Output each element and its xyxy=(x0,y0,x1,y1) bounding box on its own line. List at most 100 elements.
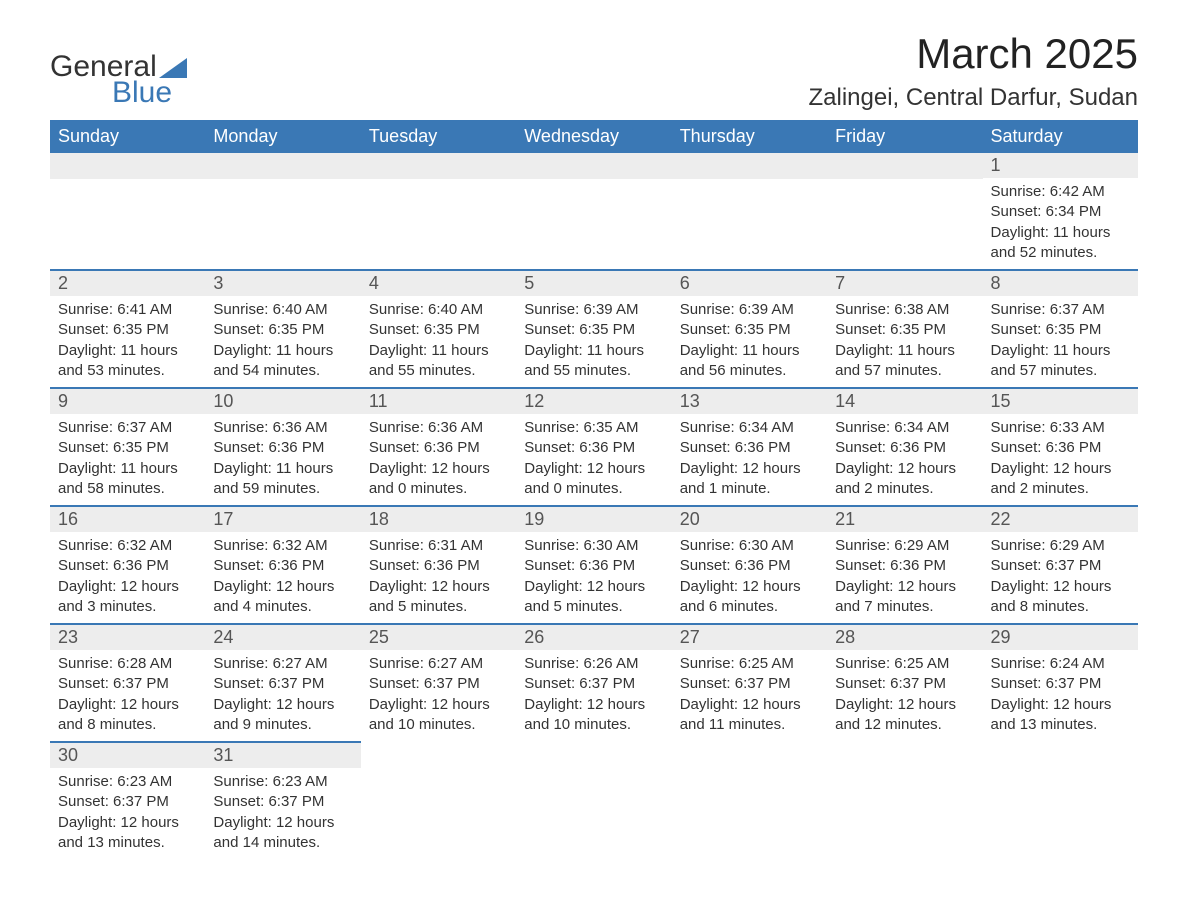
daylight1-text: Daylight: 12 hours xyxy=(369,459,508,479)
daylight2-text: and 58 minutes. xyxy=(58,479,197,499)
day-number: 11 xyxy=(361,389,516,414)
sunset-text: Sunset: 6:35 PM xyxy=(991,320,1130,340)
sunset-text: Sunset: 6:37 PM xyxy=(524,674,663,694)
calendar-cell: 20Sunrise: 6:30 AMSunset: 6:36 PMDayligh… xyxy=(672,506,827,624)
day-number-empty xyxy=(672,153,827,179)
daylight2-text: and 8 minutes. xyxy=(58,715,197,735)
day-data: Sunrise: 6:23 AMSunset: 6:37 PMDaylight:… xyxy=(205,768,360,859)
day-data: Sunrise: 6:29 AMSunset: 6:37 PMDaylight:… xyxy=(983,532,1138,623)
day-data: Sunrise: 6:27 AMSunset: 6:37 PMDaylight:… xyxy=(205,650,360,741)
daylight2-text: and 52 minutes. xyxy=(991,243,1130,263)
calendar-cell: 19Sunrise: 6:30 AMSunset: 6:36 PMDayligh… xyxy=(516,506,671,624)
day-data: Sunrise: 6:40 AMSunset: 6:35 PMDaylight:… xyxy=(205,296,360,387)
day-number: 26 xyxy=(516,625,671,650)
daylight2-text: and 0 minutes. xyxy=(369,479,508,499)
daylight1-text: Daylight: 11 hours xyxy=(991,223,1130,243)
daylight1-text: Daylight: 12 hours xyxy=(835,459,974,479)
calendar-week-row: 30Sunrise: 6:23 AMSunset: 6:37 PMDayligh… xyxy=(50,742,1138,859)
calendar-cell: 10Sunrise: 6:36 AMSunset: 6:36 PMDayligh… xyxy=(205,388,360,506)
calendar-cell: 4Sunrise: 6:40 AMSunset: 6:35 PMDaylight… xyxy=(361,270,516,388)
sunset-text: Sunset: 6:36 PM xyxy=(369,438,508,458)
calendar-cell xyxy=(361,742,516,859)
sunrise-text: Sunrise: 6:23 AM xyxy=(58,772,197,792)
calendar-cell: 27Sunrise: 6:25 AMSunset: 6:37 PMDayligh… xyxy=(672,624,827,742)
day-number-empty xyxy=(516,153,671,179)
daylight1-text: Daylight: 12 hours xyxy=(835,577,974,597)
sunset-text: Sunset: 6:37 PM xyxy=(213,792,352,812)
sunset-text: Sunset: 6:34 PM xyxy=(991,202,1130,222)
day-data: Sunrise: 6:23 AMSunset: 6:37 PMDaylight:… xyxy=(50,768,205,859)
day-number-empty xyxy=(827,153,982,179)
daylight1-text: Daylight: 11 hours xyxy=(58,459,197,479)
sunset-text: Sunset: 6:37 PM xyxy=(213,674,352,694)
sunrise-text: Sunrise: 6:40 AM xyxy=(369,300,508,320)
calendar-cell: 5Sunrise: 6:39 AMSunset: 6:35 PMDaylight… xyxy=(516,270,671,388)
brand-word2: Blue xyxy=(112,76,172,110)
day-data: Sunrise: 6:36 AMSunset: 6:36 PMDaylight:… xyxy=(361,414,516,505)
calendar-cell: 21Sunrise: 6:29 AMSunset: 6:36 PMDayligh… xyxy=(827,506,982,624)
daylight2-text: and 59 minutes. xyxy=(213,479,352,499)
sunrise-text: Sunrise: 6:31 AM xyxy=(369,536,508,556)
day-number: 18 xyxy=(361,507,516,532)
sunrise-text: Sunrise: 6:37 AM xyxy=(58,418,197,438)
sunset-text: Sunset: 6:37 PM xyxy=(835,674,974,694)
calendar-cell: 13Sunrise: 6:34 AMSunset: 6:36 PMDayligh… xyxy=(672,388,827,506)
calendar-cell: 6Sunrise: 6:39 AMSunset: 6:35 PMDaylight… xyxy=(672,270,827,388)
day-data: Sunrise: 6:25 AMSunset: 6:37 PMDaylight:… xyxy=(672,650,827,741)
daylight2-text: and 2 minutes. xyxy=(991,479,1130,499)
daylight1-text: Daylight: 12 hours xyxy=(213,577,352,597)
day-data: Sunrise: 6:32 AMSunset: 6:36 PMDaylight:… xyxy=(50,532,205,623)
daylight2-text: and 4 minutes. xyxy=(213,597,352,617)
calendar-cell: 31Sunrise: 6:23 AMSunset: 6:37 PMDayligh… xyxy=(205,742,360,859)
sunrise-text: Sunrise: 6:32 AM xyxy=(58,536,197,556)
sunset-text: Sunset: 6:36 PM xyxy=(213,438,352,458)
day-number-empty xyxy=(50,153,205,179)
day-data: Sunrise: 6:36 AMSunset: 6:36 PMDaylight:… xyxy=(205,414,360,505)
day-number: 30 xyxy=(50,743,205,768)
calendar-cell: 17Sunrise: 6:32 AMSunset: 6:36 PMDayligh… xyxy=(205,506,360,624)
sunset-text: Sunset: 6:36 PM xyxy=(991,438,1130,458)
calendar-cell: 25Sunrise: 6:27 AMSunset: 6:37 PMDayligh… xyxy=(361,624,516,742)
day-data: Sunrise: 6:34 AMSunset: 6:36 PMDaylight:… xyxy=(672,414,827,505)
sunrise-text: Sunrise: 6:39 AM xyxy=(524,300,663,320)
daylight2-text: and 8 minutes. xyxy=(991,597,1130,617)
brand-logo: General Blue xyxy=(50,50,187,110)
calendar-cell: 15Sunrise: 6:33 AMSunset: 6:36 PMDayligh… xyxy=(983,388,1138,506)
day-data: Sunrise: 6:38 AMSunset: 6:35 PMDaylight:… xyxy=(827,296,982,387)
daylight2-text: and 13 minutes. xyxy=(58,833,197,853)
day-number: 3 xyxy=(205,271,360,296)
day-data: Sunrise: 6:41 AMSunset: 6:35 PMDaylight:… xyxy=(50,296,205,387)
day-number: 21 xyxy=(827,507,982,532)
daylight1-text: Daylight: 12 hours xyxy=(369,577,508,597)
sunset-text: Sunset: 6:35 PM xyxy=(524,320,663,340)
sunset-text: Sunset: 6:35 PM xyxy=(680,320,819,340)
header: General Blue March 2025 Zalingei, Centra… xyxy=(50,30,1138,112)
calendar-cell: 29Sunrise: 6:24 AMSunset: 6:37 PMDayligh… xyxy=(983,624,1138,742)
day-number: 27 xyxy=(672,625,827,650)
calendar-cell xyxy=(361,153,516,270)
calendar-cell xyxy=(516,153,671,270)
sunset-text: Sunset: 6:37 PM xyxy=(58,792,197,812)
sunrise-text: Sunrise: 6:40 AM xyxy=(213,300,352,320)
sunrise-text: Sunrise: 6:30 AM xyxy=(524,536,663,556)
calendar-cell: 28Sunrise: 6:25 AMSunset: 6:37 PMDayligh… xyxy=(827,624,982,742)
sunset-text: Sunset: 6:37 PM xyxy=(991,556,1130,576)
day-number: 19 xyxy=(516,507,671,532)
day-number: 17 xyxy=(205,507,360,532)
daylight1-text: Daylight: 12 hours xyxy=(991,577,1130,597)
calendar-cell xyxy=(827,742,982,859)
sunset-text: Sunset: 6:36 PM xyxy=(524,556,663,576)
title-block: March 2025 Zalingei, Central Darfur, Sud… xyxy=(808,30,1138,112)
daylight2-text: and 1 minute. xyxy=(680,479,819,499)
daylight2-text: and 10 minutes. xyxy=(369,715,508,735)
calendar-cell: 30Sunrise: 6:23 AMSunset: 6:37 PMDayligh… xyxy=(50,742,205,859)
sunrise-text: Sunrise: 6:25 AM xyxy=(680,654,819,674)
daylight1-text: Daylight: 12 hours xyxy=(213,813,352,833)
daylight2-text: and 55 minutes. xyxy=(369,361,508,381)
daylight1-text: Daylight: 11 hours xyxy=(213,459,352,479)
daylight1-text: Daylight: 12 hours xyxy=(213,695,352,715)
sunrise-text: Sunrise: 6:32 AM xyxy=(213,536,352,556)
day-data: Sunrise: 6:37 AMSunset: 6:35 PMDaylight:… xyxy=(50,414,205,505)
sunrise-text: Sunrise: 6:23 AM xyxy=(213,772,352,792)
day-data: Sunrise: 6:33 AMSunset: 6:36 PMDaylight:… xyxy=(983,414,1138,505)
